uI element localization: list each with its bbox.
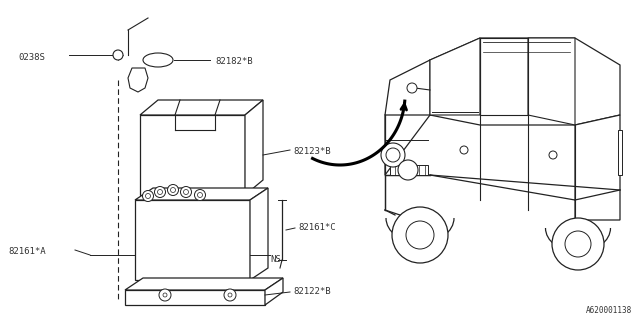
Text: 82161*C: 82161*C [298,223,335,233]
Polygon shape [575,115,620,220]
Circle shape [460,146,468,154]
Polygon shape [385,60,430,115]
Circle shape [113,50,123,60]
Polygon shape [250,188,268,280]
Circle shape [180,187,191,197]
Text: 0238S: 0238S [18,52,45,61]
Text: 82161*A: 82161*A [8,247,45,257]
Circle shape [143,190,154,202]
Circle shape [163,293,167,297]
Text: 82123*B: 82123*B [293,148,331,156]
Polygon shape [478,48,568,80]
Polygon shape [128,68,148,92]
Polygon shape [385,60,430,175]
Text: 82182*B: 82182*B [215,58,253,67]
Text: 82122*B: 82122*B [293,287,331,297]
Circle shape [154,187,166,197]
Polygon shape [430,38,620,125]
Circle shape [407,83,417,93]
Polygon shape [528,38,575,125]
Ellipse shape [143,53,173,67]
Polygon shape [135,188,268,200]
Circle shape [159,289,171,301]
Circle shape [549,151,557,159]
Circle shape [386,148,400,162]
Circle shape [552,218,604,270]
Polygon shape [140,115,245,195]
Polygon shape [245,100,263,195]
Circle shape [157,189,163,195]
Text: NS: NS [270,255,281,265]
Circle shape [145,194,150,198]
Circle shape [406,221,434,249]
Circle shape [228,293,232,297]
Polygon shape [480,38,528,115]
Circle shape [168,185,179,196]
Circle shape [195,189,205,201]
Text: A620001138: A620001138 [586,306,632,315]
Circle shape [224,289,236,301]
Circle shape [184,189,189,195]
Polygon shape [140,100,263,115]
Polygon shape [618,130,622,175]
Polygon shape [125,290,265,305]
Polygon shape [390,165,428,175]
Circle shape [565,231,591,257]
Circle shape [170,188,175,193]
Polygon shape [430,38,480,115]
Circle shape [198,193,202,197]
Circle shape [398,160,418,180]
Circle shape [392,207,448,263]
Polygon shape [265,278,283,305]
Circle shape [381,143,405,167]
Polygon shape [135,200,250,280]
Polygon shape [125,278,283,290]
